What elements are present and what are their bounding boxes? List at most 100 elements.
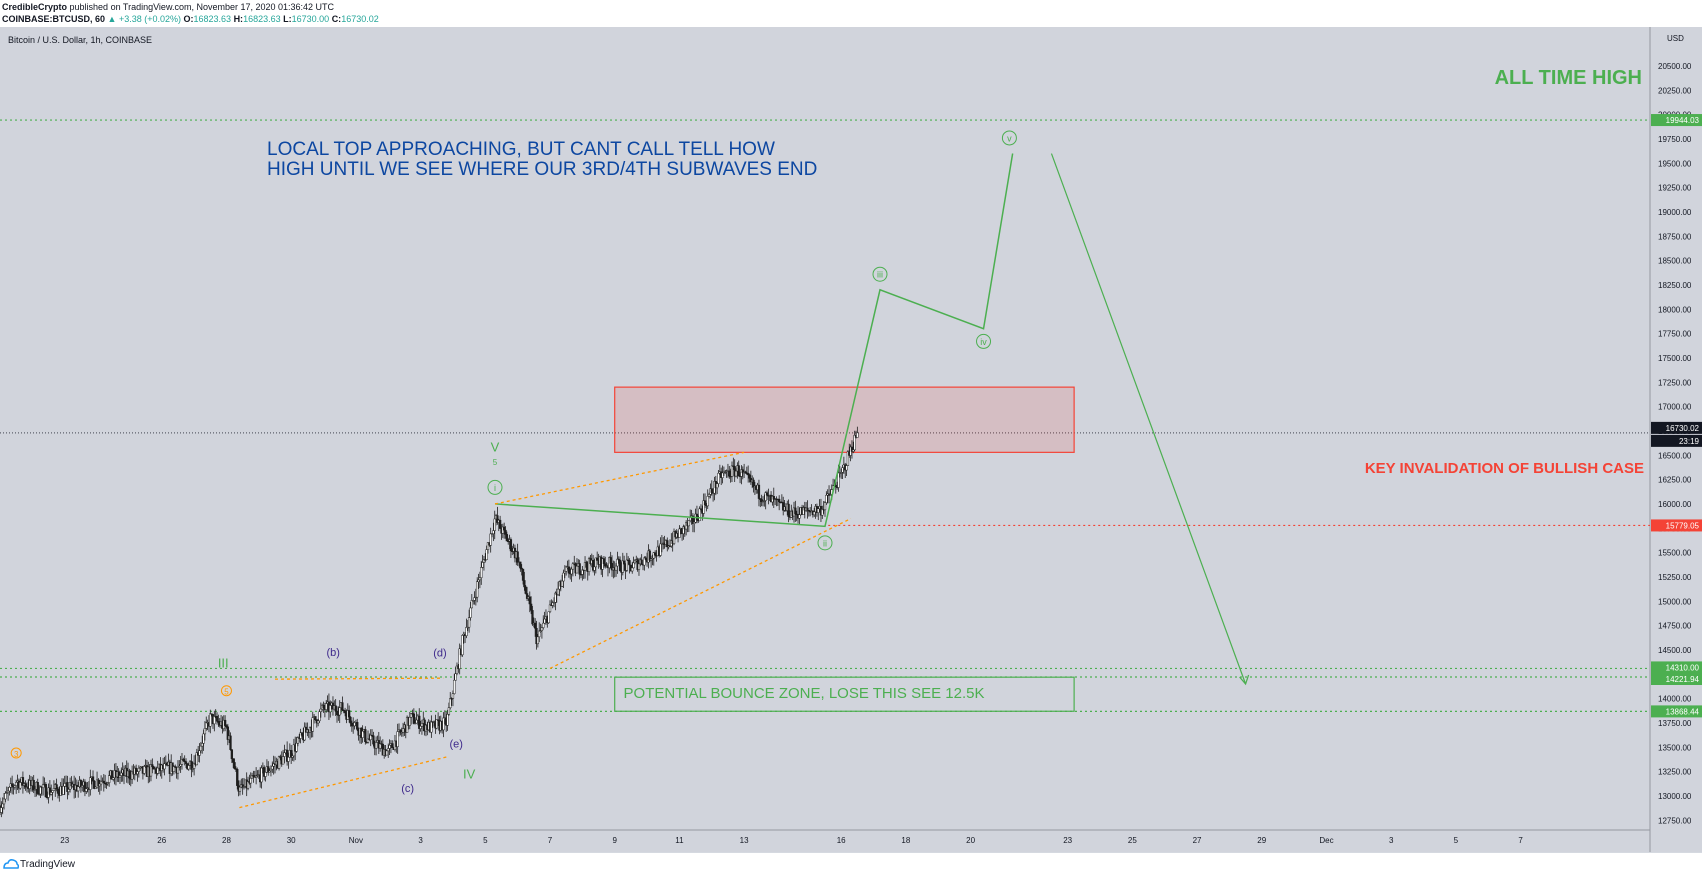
price-tick-label: 18000.00 <box>1658 305 1692 314</box>
candle-body <box>813 511 816 516</box>
decline-arrow-line <box>1050 153 1247 685</box>
candle-body <box>236 769 239 786</box>
candle-body <box>388 744 391 749</box>
candle-body <box>614 565 618 571</box>
candle-body <box>205 722 208 729</box>
candle-body <box>91 776 95 782</box>
candle-body <box>565 566 568 572</box>
chart-background <box>0 27 1702 852</box>
candle-body <box>67 789 70 792</box>
candle-body <box>223 719 227 726</box>
candle-body <box>644 557 647 560</box>
candle-body <box>467 617 471 628</box>
candle-body <box>201 743 204 747</box>
candle-body <box>734 470 738 477</box>
candle-body <box>361 730 364 738</box>
price-chart[interactable]: 12750.00 13000.00 13250.00 13500.00 13750.00… <box>0 27 1702 852</box>
candle-body <box>841 467 844 473</box>
candle-body <box>449 698 452 709</box>
price-tick-label: 14500.00 <box>1658 646 1692 655</box>
wave-label-circle <box>976 333 992 349</box>
tradingview-logo-icon <box>3 859 19 869</box>
candle-body <box>241 784 244 788</box>
candle-body <box>97 779 100 787</box>
price-labels: 19944.03 16730.02 23:19 15779.05 14310.00 142… <box>1651 114 1702 718</box>
candle-body <box>653 552 657 556</box>
candle-body <box>721 472 724 478</box>
candle-body <box>217 721 220 723</box>
candle-body <box>823 502 827 511</box>
price-tick-label: 15500.00 <box>1658 549 1692 558</box>
candle-body <box>587 558 591 572</box>
candle-body <box>291 755 294 758</box>
candle-body <box>48 787 52 795</box>
candle-body <box>174 766 177 768</box>
price-label-text: 14310.00 <box>1666 663 1700 672</box>
candle-body <box>570 568 573 575</box>
low-label: L: <box>283 14 292 24</box>
candle-body <box>285 749 289 762</box>
candle-body <box>99 780 103 785</box>
candle-body <box>89 777 92 790</box>
price-label-box <box>1651 434 1702 447</box>
candle-body <box>135 767 138 775</box>
candle-body <box>102 780 105 784</box>
candle-body <box>525 593 529 599</box>
candle-body <box>469 607 472 618</box>
candle-body <box>199 745 203 751</box>
candle-body <box>6 790 10 793</box>
time-axis-ticks: 23 26 28 30 Nov 3 5 7 9 11 13 16 18 20 23 25 27 29 Dec 3 5 7 <box>60 836 1523 845</box>
price-label-box <box>1651 672 1702 685</box>
close-label: C: <box>331 14 342 24</box>
candle-body <box>5 792 8 794</box>
candle-body <box>772 495 775 500</box>
candle-body <box>299 732 302 739</box>
candle-body <box>77 786 80 792</box>
candle-body <box>757 484 761 499</box>
candle-body <box>672 531 676 544</box>
candle-body <box>698 508 701 522</box>
candle-body <box>8 787 11 792</box>
candle-body <box>782 502 785 511</box>
candle-body <box>19 782 22 789</box>
candle-body <box>706 496 709 507</box>
candle-body <box>478 577 482 581</box>
candle-body <box>300 732 304 736</box>
candle-body <box>374 742 378 749</box>
candle-body <box>178 765 181 768</box>
candle-body <box>81 785 84 788</box>
time-tick-label: 5 <box>1454 836 1459 845</box>
footer-brand[interactable]: TradingView <box>20 859 76 870</box>
candle-body <box>213 715 216 725</box>
ohlc-line: COINBASE:BTCUSD, 60 ▲ +3.38 (+0.02%) O:1… <box>2 13 379 25</box>
publish-line: CredibleCrypto published on TradingView.… <box>2 1 334 13</box>
price-tick-label: 17000.00 <box>1658 403 1692 412</box>
candle-body <box>693 521 696 524</box>
candle-body <box>56 788 60 794</box>
candle-body <box>539 630 542 632</box>
candle-body <box>596 557 599 561</box>
candle-body <box>853 435 856 451</box>
time-tick-label: 25 <box>1128 836 1137 845</box>
candle-body <box>260 767 263 783</box>
candle-body <box>585 562 588 568</box>
candle-body <box>21 777 25 786</box>
candle-body <box>98 783 101 787</box>
time-tick-label: 23 <box>60 836 69 845</box>
change-value: ▲ +3.38 (+0.02%) <box>107 14 181 24</box>
candle-body <box>108 775 111 783</box>
elliott-label: 5 <box>493 458 498 467</box>
candle-body <box>263 767 266 777</box>
price-tick-label: 16000.00 <box>1658 500 1692 509</box>
time-tick-label: 7 <box>1518 836 1523 845</box>
candle-body <box>760 499 763 503</box>
candle-body <box>63 783 66 787</box>
candle-body <box>283 752 286 757</box>
candle-body <box>118 775 122 778</box>
author-name[interactable]: CredibleCrypto <box>2 2 68 12</box>
candle-body <box>352 725 355 727</box>
price-label-text: 19944.03 <box>1666 116 1700 125</box>
candle-body <box>106 782 109 784</box>
candle-body <box>717 472 720 484</box>
candle-body <box>396 731 399 747</box>
